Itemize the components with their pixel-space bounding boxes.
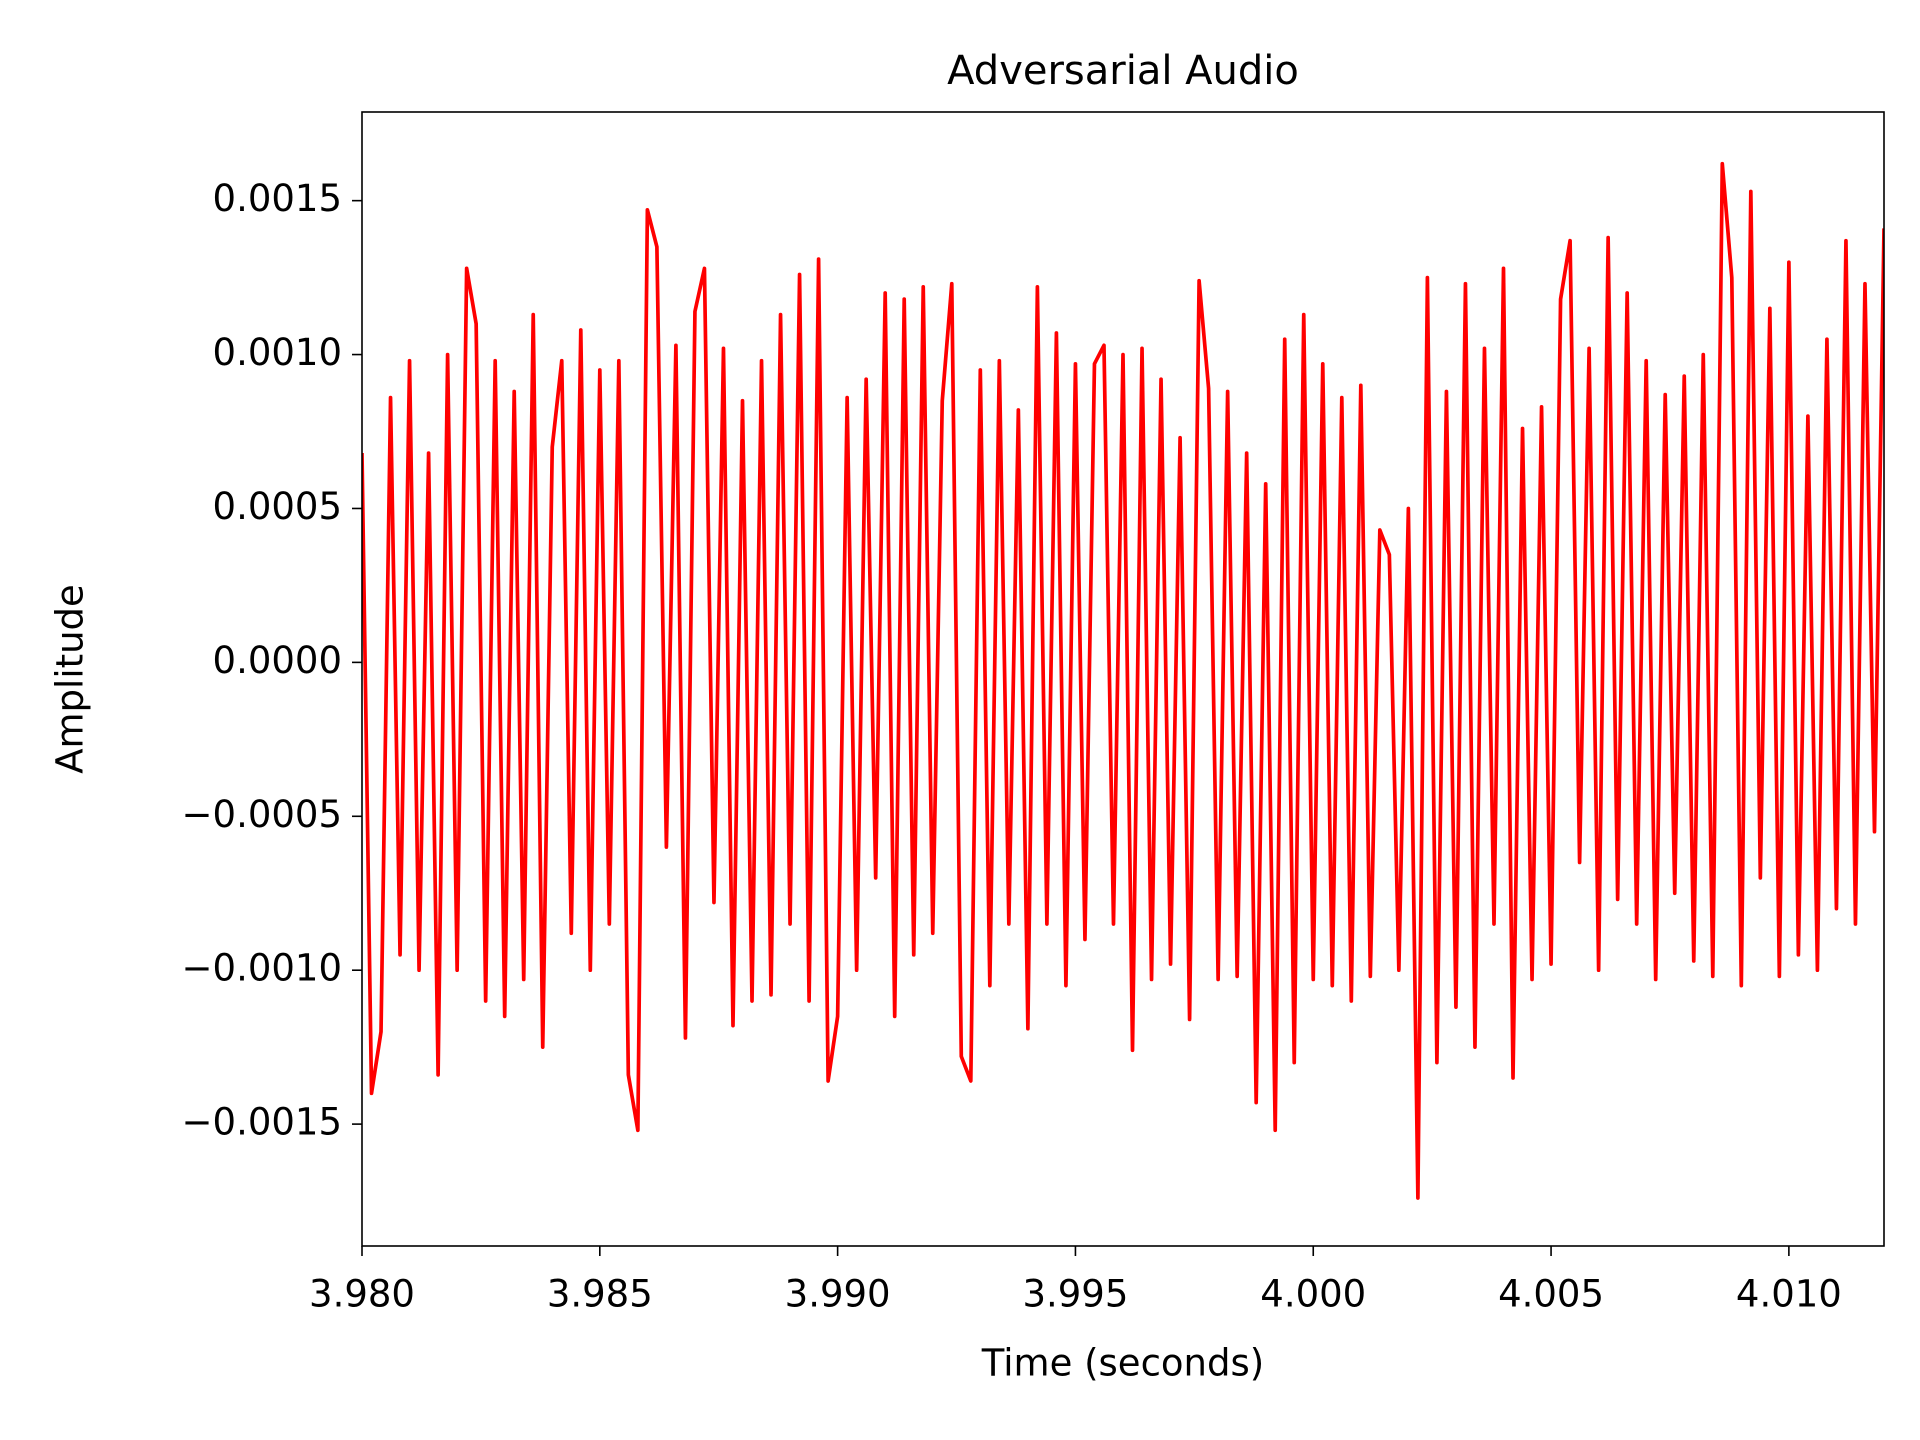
y-tick-label: −0.0015 (182, 1101, 342, 1144)
x-tick-label: 3.995 (1022, 1273, 1128, 1316)
x-tick-label: 3.980 (309, 1273, 415, 1316)
y-tick-label: −0.0010 (182, 947, 342, 990)
y-tick-label: 0.0015 (213, 177, 342, 220)
y-tick-label: −0.0005 (182, 793, 342, 836)
x-axis-label: Time (seconds) (981, 1342, 1264, 1385)
x-tick-label: 3.990 (785, 1273, 891, 1316)
x-tick-label: 4.000 (1260, 1273, 1366, 1316)
plot-frame (361, 111, 1885, 1247)
x-tick-label: 3.985 (547, 1273, 653, 1316)
x-tick-label: 4.005 (1498, 1273, 1604, 1316)
y-tick-label: 0.0005 (213, 485, 342, 528)
chart-title: Adversarial Audio (947, 48, 1299, 94)
y-tick-label: 0.0000 (213, 639, 342, 682)
y-axis-label: Amplitude (49, 584, 92, 774)
x-tick-label: 4.010 (1736, 1273, 1842, 1316)
data-line (362, 161, 1884, 1200)
y-tick-label: 0.0010 (213, 331, 342, 374)
